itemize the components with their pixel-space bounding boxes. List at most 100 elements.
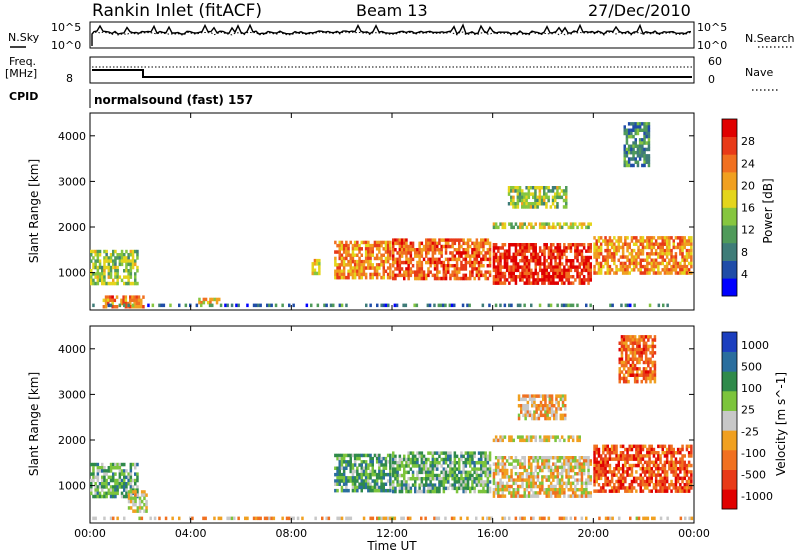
data-cell [347, 463, 350, 467]
data-cell [560, 262, 564, 266]
data-cell [597, 264, 601, 269]
data-cell [648, 239, 651, 243]
data-cell [639, 473, 642, 477]
data-cell [140, 301, 143, 306]
data-cell [643, 128, 646, 132]
data-cell [433, 516, 436, 521]
data-cell [105, 253, 108, 257]
data-cell [604, 248, 607, 253]
data-cell [475, 270, 479, 274]
data-cell [364, 247, 368, 251]
data-cell [625, 363, 628, 368]
data-cell [668, 483, 671, 487]
data-cell [519, 438, 522, 443]
data-cell [482, 464, 485, 468]
data-cell [585, 265, 588, 269]
data-cell [510, 195, 513, 200]
data-cell [549, 262, 553, 266]
data-cell [622, 367, 626, 371]
data-cell [523, 259, 526, 263]
data-cell [626, 454, 629, 458]
data-cell [653, 344, 657, 349]
data-cell [547, 252, 551, 257]
data-cell [392, 264, 395, 268]
data-cell [360, 240, 363, 245]
data-cell [516, 189, 520, 193]
data-cell [659, 255, 662, 259]
data-cell [437, 303, 441, 308]
data-cell [639, 489, 642, 493]
data-cell [672, 463, 675, 468]
data-cell [425, 254, 428, 258]
data-cell [630, 444, 634, 449]
data-cell [626, 460, 629, 465]
data-cell [672, 486, 675, 490]
data-cell [101, 494, 104, 499]
data-cell [604, 261, 607, 266]
data-cell [638, 373, 641, 377]
data-cell [444, 480, 448, 484]
data-cell [633, 338, 637, 342]
data-cell [545, 494, 548, 498]
data-cell [674, 483, 678, 487]
data-cell [637, 245, 640, 250]
data-cell [429, 480, 432, 484]
data-cell [438, 486, 441, 491]
data-cell [114, 269, 117, 273]
data-cell [635, 516, 639, 521]
data-cell [632, 479, 636, 484]
data-cell [647, 335, 650, 339]
data-cell [627, 373, 630, 377]
data-cell [593, 457, 596, 461]
data-cell [632, 157, 635, 161]
data-cell [103, 485, 106, 489]
colorbar-swatch [722, 189, 737, 208]
data-cell [663, 271, 667, 275]
data-cell [627, 163, 631, 168]
data-cell [685, 483, 689, 487]
data-cell [538, 468, 542, 473]
data-cell [554, 262, 557, 266]
data-cell [436, 257, 439, 262]
data-cell [371, 250, 374, 254]
data-cell [613, 248, 616, 253]
data-cell [567, 225, 570, 230]
data-cell [503, 243, 507, 247]
data-cell [597, 470, 601, 474]
data-cell [621, 454, 625, 458]
data-cell [442, 267, 446, 271]
data-cell [647, 138, 651, 142]
data-cell [351, 266, 355, 270]
data-cell [636, 131, 640, 136]
data-cell [420, 461, 424, 465]
data-cell [554, 268, 557, 273]
data-cell [563, 516, 566, 521]
data-cell [512, 198, 515, 203]
data-cell [657, 467, 660, 471]
data-cell [536, 259, 540, 263]
data-cell [486, 251, 490, 255]
data-cell [349, 476, 352, 480]
data-cell [125, 256, 128, 260]
nsearch-label: N.Search [745, 32, 795, 45]
data-cell [113, 298, 117, 303]
data-cell [505, 278, 509, 282]
data-cell [672, 460, 675, 465]
data-cell [136, 491, 139, 496]
data-cell [480, 467, 483, 471]
data-cell [530, 488, 533, 492]
data-cell [380, 469, 383, 474]
data-cell [505, 488, 509, 492]
data-cell [447, 477, 450, 481]
data-cell [453, 473, 457, 478]
data-cell [547, 262, 551, 266]
data-cell [633, 357, 637, 361]
data-cell [641, 476, 645, 481]
data-cell [409, 260, 413, 265]
data-cell [375, 243, 379, 248]
data-cell [403, 244, 406, 249]
data-cell [526, 407, 530, 411]
data-cell [556, 246, 559, 250]
data-cell [473, 489, 476, 494]
data-cell [398, 467, 402, 471]
